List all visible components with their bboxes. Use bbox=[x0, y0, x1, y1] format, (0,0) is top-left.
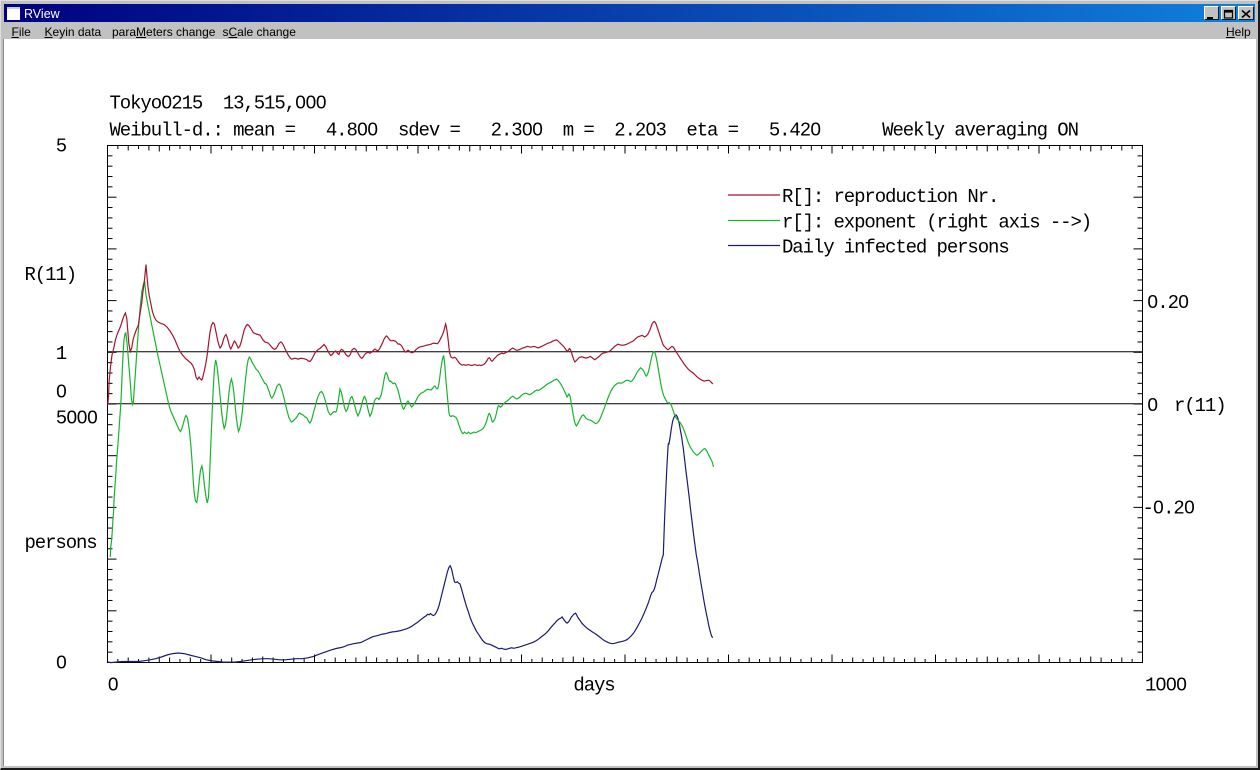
svg-text:0: 0 bbox=[1147, 395, 1158, 417]
svg-text:0.20: 0.20 bbox=[1147, 292, 1189, 314]
svg-text:0: 0 bbox=[56, 653, 67, 675]
svg-text:persons: persons bbox=[25, 532, 97, 554]
svg-text:Tokyo0215 13,515,000: Tokyo0215 13,515,000 bbox=[110, 93, 327, 115]
svg-text:-0.20: -0.20 bbox=[1143, 498, 1195, 520]
svg-text:R[]: reproduction Nr.: R[]: reproduction Nr. bbox=[782, 186, 998, 208]
svg-text:r(11): r(11) bbox=[1174, 395, 1226, 417]
svg-text:1000: 1000 bbox=[1145, 675, 1187, 697]
svg-text:Daily infected persons: Daily infected persons bbox=[782, 237, 1009, 259]
svg-text:0: 0 bbox=[56, 382, 67, 404]
svg-text:5000: 5000 bbox=[56, 408, 98, 430]
svg-text:5: 5 bbox=[56, 136, 67, 158]
svg-text:Weibull-d.: mean = 4.800 sd: Weibull-d.: mean = 4.800 sdev = 2.300 m … bbox=[110, 120, 1078, 142]
svg-text:days: days bbox=[573, 675, 614, 697]
svg-text:r[]: exponent (right axis -->): r[]: exponent (right axis -->) bbox=[782, 212, 1091, 234]
svg-text:1: 1 bbox=[56, 343, 67, 365]
svg-text:0: 0 bbox=[108, 675, 119, 697]
svg-text:R(11): R(11) bbox=[25, 264, 77, 286]
